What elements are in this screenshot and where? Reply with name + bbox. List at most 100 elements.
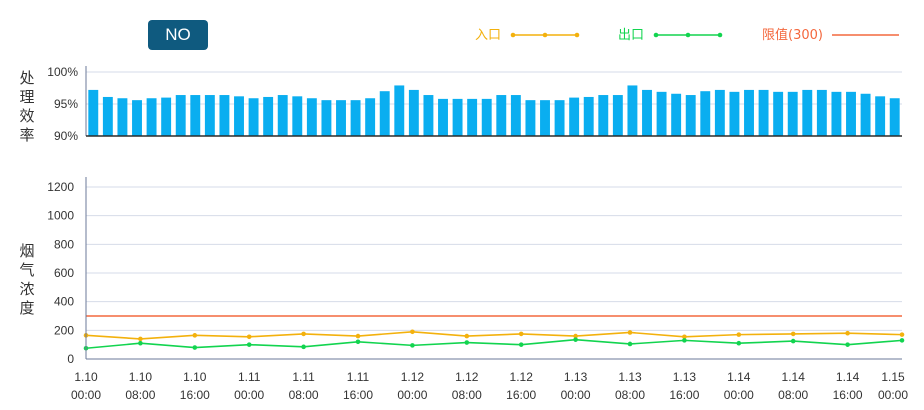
series-point-0[interactable] [899,332,905,337]
series-point-0[interactable] [790,331,796,337]
efficiency-bar[interactable] [146,98,157,136]
efficiency-bar[interactable] [248,98,259,136]
series-point-1[interactable] [899,338,905,343]
series-point-1[interactable] [627,341,633,347]
efficiency-bar[interactable] [656,91,667,136]
efficiency-bar[interactable] [277,95,288,136]
x-tick-label: 1.12 00:00 [397,370,427,402]
series-point-0[interactable] [845,330,850,336]
series-point-1[interactable] [464,340,470,345]
efficiency-bar[interactable] [671,93,682,136]
efficiency-bar[interactable] [394,85,405,136]
series-point-0[interactable] [246,334,252,340]
efficiency-bar[interactable] [685,95,696,136]
y-axis-label: 处理效率 [19,69,34,144]
series-point-1[interactable] [355,339,361,345]
efficiency-bar[interactable] [263,96,274,136]
efficiency-bar[interactable] [350,100,361,136]
efficiency-bar[interactable] [379,91,390,136]
efficiency-bar[interactable] [744,89,754,136]
legend-item-2[interactable]: 限值(300) [762,27,899,43]
series-point-0[interactable] [192,333,198,338]
efficiency-bar[interactable] [219,95,230,136]
efficiency-bar[interactable] [102,96,113,136]
efficiency-bar[interactable] [875,96,886,136]
efficiency-bar[interactable] [714,89,725,136]
efficiency-bar[interactable] [204,95,215,136]
y-tick-label: 1000 [47,209,74,223]
efficiency-bar[interactable] [161,97,172,136]
efficiency-bar[interactable] [612,95,623,136]
legend-marker [685,32,691,38]
efficiency-bar[interactable] [729,91,740,136]
y-tick-label: 400 [54,295,74,309]
series-point-1[interactable] [192,345,198,350]
efficiency-bar[interactable] [816,89,827,136]
efficiency-bar[interactable] [627,85,638,136]
series-point-1[interactable] [845,342,850,347]
efficiency-bar[interactable] [889,98,900,136]
efficiency-bar[interactable] [321,100,332,136]
series-point-0[interactable] [682,334,687,340]
legend[interactable]: 入口 出口 限值(300) [475,27,899,43]
efficiency-bar[interactable] [423,95,434,136]
efficiency-bar[interactable] [846,91,856,136]
efficiency-bar[interactable] [642,89,652,136]
series-point-0[interactable] [518,331,524,337]
efficiency-bar[interactable] [467,98,478,136]
series-point-1[interactable] [682,338,687,343]
series-point-0[interactable] [301,331,306,337]
series-point-0[interactable] [627,330,633,335]
efficiency-bar[interactable] [569,97,580,136]
y-tick-label: 1200 [47,180,74,194]
series-point-0[interactable] [736,332,742,337]
pollutant-badge[interactable]: NO [148,20,208,50]
efficiency-bar[interactable] [132,100,142,136]
efficiency-bar[interactable] [583,96,594,136]
legend-item-0[interactable]: 入口 [475,28,580,43]
series-point-0[interactable] [573,333,578,339]
efficiency-bar[interactable] [175,95,186,136]
efficiency-bar[interactable] [773,91,784,136]
efficiency-bar[interactable] [190,95,201,136]
series-point-0[interactable] [464,333,470,339]
efficiency-bar[interactable] [758,89,769,136]
efficiency-bar[interactable] [408,89,419,136]
efficiency-bar[interactable] [496,95,507,136]
series-point-0[interactable] [410,329,415,335]
efficiency-bar[interactable] [787,91,798,136]
efficiency-bar[interactable] [88,89,99,136]
efficiency-bar[interactable] [540,100,550,136]
x-tick-label: 1.10 08:00 [125,370,155,402]
efficiency-bar[interactable] [831,91,842,136]
series-point-1[interactable] [790,338,796,344]
series-point-1[interactable] [246,342,252,347]
efficiency-bar[interactable] [802,89,813,136]
efficiency-bar[interactable] [234,96,244,136]
efficiency-bar[interactable] [510,95,521,136]
efficiency-bar[interactable] [438,98,448,136]
series-point-1[interactable] [410,343,415,348]
x-tick-label: 1.13 08:00 [615,370,645,402]
series-point-1[interactable] [518,342,524,347]
efficiency-bar[interactable] [481,98,492,136]
efficiency-bar[interactable] [117,98,128,136]
efficiency-bar[interactable] [598,95,609,136]
series-point-1[interactable] [301,344,306,350]
series-point-0[interactable] [355,333,361,339]
series-point-1[interactable] [736,340,742,346]
efficiency-bar[interactable] [452,98,463,136]
efficiency-bar[interactable] [700,91,711,136]
efficiency-bar[interactable] [525,100,536,136]
efficiency-bar[interactable] [860,93,871,136]
efficiency-bar[interactable] [554,100,565,136]
series-point-1[interactable] [573,337,578,342]
series-point-1[interactable] [138,340,143,346]
legend-item-1[interactable]: 出口 [618,28,723,43]
efficiency-bar[interactable] [292,96,303,136]
efficiency-bar[interactable] [306,98,317,136]
efficiency-bar[interactable] [365,98,376,136]
efficiency-bar[interactable] [336,100,346,136]
series-point-0[interactable] [138,336,143,342]
